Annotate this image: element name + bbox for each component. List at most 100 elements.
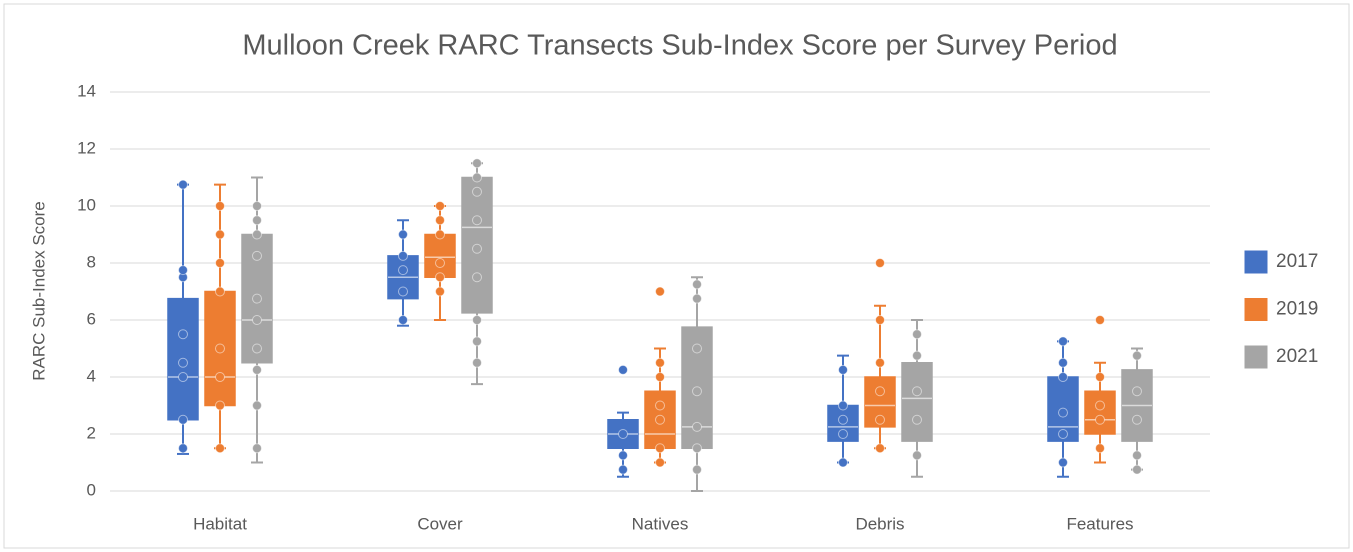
data-point (1095, 372, 1105, 382)
x-tick-label: Features (1066, 514, 1133, 533)
data-point (178, 179, 188, 190)
data-point (875, 357, 885, 368)
data-point (1132, 350, 1142, 361)
chart-frame (3, 3, 1350, 549)
data-point (838, 457, 848, 468)
data-point (215, 286, 225, 297)
data-point (1095, 443, 1105, 454)
data-point (252, 250, 262, 261)
x-tick-label: Debris (855, 514, 904, 533)
box (424, 233, 456, 278)
data-point (252, 400, 262, 411)
x-tick-label: Natives (632, 514, 689, 533)
data-point (178, 443, 188, 454)
data-point (875, 443, 885, 454)
data-point (398, 286, 408, 297)
data-point (215, 343, 225, 354)
data-point (838, 414, 848, 425)
data-point (1132, 464, 1142, 475)
box (1084, 390, 1116, 435)
data-point (435, 272, 445, 283)
data-point (875, 386, 885, 397)
data-point (178, 265, 188, 276)
data-point (655, 400, 665, 411)
data-point (912, 350, 922, 361)
data-point (875, 258, 885, 268)
data-point (252, 364, 262, 375)
data-point (252, 201, 262, 211)
data-point (838, 364, 848, 375)
y-tick-label: 10 (77, 195, 96, 214)
data-point (1132, 450, 1142, 461)
data-point (215, 372, 225, 382)
data-point (435, 215, 445, 226)
y-tick-label: 12 (77, 138, 96, 157)
legend-label: 2019 (1276, 299, 1318, 320)
data-point (398, 250, 408, 261)
data-point (618, 429, 628, 439)
data-point (215, 201, 225, 211)
data-point (912, 329, 922, 340)
x-tick-label: Habitat (193, 514, 247, 533)
data-point (1132, 414, 1142, 425)
data-point (1132, 386, 1142, 397)
data-point (435, 229, 445, 240)
data-point (692, 343, 702, 354)
data-point (875, 315, 885, 325)
data-point (912, 450, 922, 461)
data-point (472, 172, 482, 183)
data-point (472, 272, 482, 283)
data-point (252, 343, 262, 354)
data-point (875, 414, 885, 425)
data-point (472, 158, 482, 169)
data-point (1095, 315, 1105, 325)
data-point (1058, 407, 1068, 418)
data-point (692, 293, 702, 304)
data-point (655, 286, 665, 297)
box (901, 362, 933, 442)
data-point (215, 258, 225, 268)
legend-swatch (1244, 250, 1268, 274)
data-point (692, 464, 702, 475)
chart-title: Mulloon Creek RARC Transects Sub-Index S… (242, 30, 1117, 62)
data-point (215, 400, 225, 411)
data-point (1058, 336, 1068, 347)
y-tick-label: 6 (87, 309, 96, 328)
data-point (178, 357, 188, 368)
data-point (252, 215, 262, 226)
y-axis-label: RARC Sub-Index Score (29, 201, 48, 381)
data-point (655, 414, 665, 425)
data-point (618, 464, 628, 475)
data-point (912, 414, 922, 425)
y-tick-label: 4 (87, 366, 96, 385)
data-point (398, 265, 408, 276)
data-point (1058, 429, 1068, 439)
y-tick-label: 2 (87, 423, 96, 442)
data-point (838, 400, 848, 411)
data-point (692, 386, 702, 397)
data-point (215, 229, 225, 240)
data-point (655, 443, 665, 454)
data-point (655, 372, 665, 382)
data-point (1058, 457, 1068, 468)
data-point (252, 293, 262, 304)
data-point (472, 243, 482, 254)
data-point (435, 286, 445, 297)
data-point (252, 443, 262, 454)
data-point (655, 457, 665, 468)
data-point (215, 443, 225, 454)
data-point (178, 372, 188, 382)
data-point (435, 258, 445, 268)
data-point (252, 229, 262, 240)
data-point (435, 201, 445, 211)
data-point (1095, 414, 1105, 425)
data-point (398, 229, 408, 240)
data-point (472, 336, 482, 347)
y-tick-label: 14 (77, 81, 96, 100)
data-point (692, 443, 702, 454)
data-point (398, 315, 408, 325)
data-point (472, 357, 482, 368)
data-point (1095, 400, 1105, 411)
y-tick-label: 0 (87, 480, 96, 499)
